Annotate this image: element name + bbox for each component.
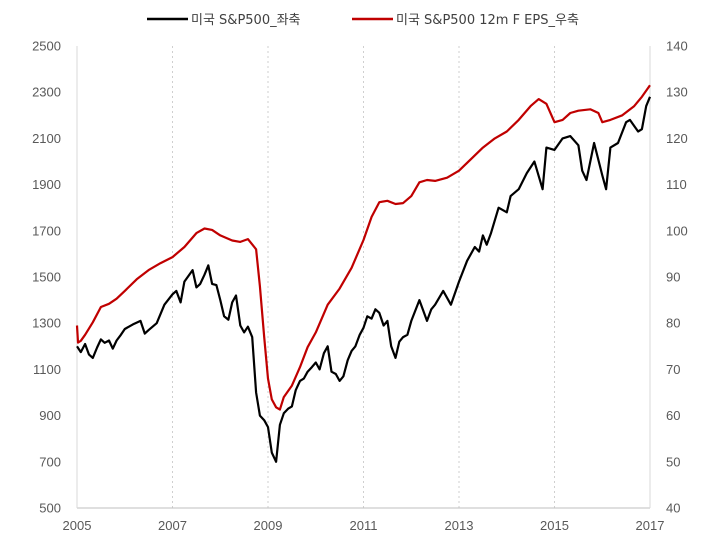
- y-left-tick-2300: 2300: [32, 85, 61, 100]
- y-right-tick-110: 110: [666, 177, 687, 192]
- y-right-tick-80: 80: [666, 316, 680, 331]
- x-tick-2005: 2005: [63, 518, 92, 533]
- x-tick-2017: 2017: [636, 518, 665, 533]
- y-right-tick-130: 130: [666, 85, 688, 100]
- y-left-tick-1700: 1700: [32, 223, 61, 238]
- y-left-tick-2500: 2500: [32, 39, 61, 54]
- y-left-tick-2100: 2100: [32, 131, 61, 146]
- legend-label-sp500: 미국 S&P500_좌축: [191, 13, 301, 28]
- y-right-tick-140: 140: [666, 39, 688, 54]
- y-right-tick-60: 60: [666, 408, 680, 423]
- axes: [76, 46, 651, 509]
- x-tick-2013: 2013: [445, 518, 474, 533]
- y-right-tick-40: 40: [666, 501, 680, 516]
- y-left-tick-500: 500: [39, 501, 61, 516]
- x-tick-2009: 2009: [254, 518, 283, 533]
- series-lines: [75, 84, 652, 463]
- y-left-tick-1100: 1100: [33, 362, 61, 377]
- y-right-tick-100: 100: [666, 223, 688, 238]
- y-left-tick-1500: 1500: [32, 270, 61, 285]
- y-left-tick-1900: 1900: [32, 177, 61, 192]
- y-right-tick-90: 90: [666, 270, 680, 285]
- series-line-sp500: [76, 96, 652, 463]
- legend: 미국 S&P500_좌축 미국 S&P500 12m F EPS_우축: [147, 13, 579, 28]
- y-left-tick-1300: 1300: [32, 316, 61, 331]
- y-right-tick-70: 70: [666, 362, 680, 377]
- x-tick-2007: 2007: [158, 518, 187, 533]
- legend-label-eps: 미국 S&P500 12m F EPS_우축: [396, 13, 579, 28]
- series-line-eps: [75, 84, 651, 411]
- x-tick-2015: 2015: [540, 518, 569, 533]
- gridlines: [172, 46, 555, 508]
- y-right-tick-120: 120: [666, 131, 688, 146]
- y-left-tick-700: 700: [39, 454, 61, 469]
- y-right-tick-50: 50: [666, 454, 680, 469]
- tick-labels: 500 700 900 1100 1300 1500 1700 1900 2100 2300 250…: [32, 39, 688, 534]
- y-left-tick-900: 900: [39, 408, 61, 423]
- x-tick-2011: 2011: [350, 518, 378, 533]
